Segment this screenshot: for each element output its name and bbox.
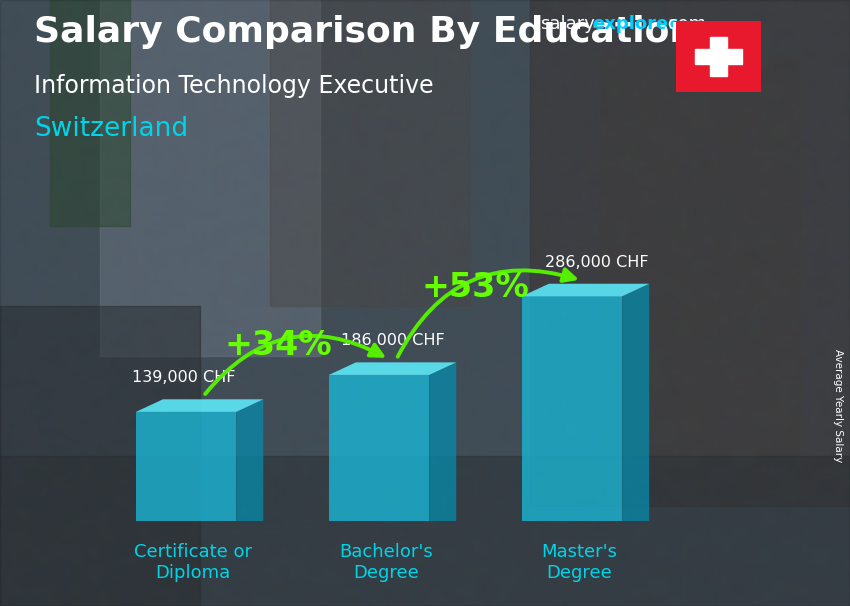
Bar [100, 0, 320, 356]
Text: +34%: +34% [225, 329, 332, 362]
Text: 286,000 CHF: 286,000 CHF [546, 255, 649, 270]
Text: Bachelor's
Degree: Bachelor's Degree [339, 543, 433, 582]
Text: Average Yearly Salary: Average Yearly Salary [833, 350, 843, 462]
Text: salary: salary [540, 15, 595, 33]
Bar [530, 0, 850, 506]
Bar [710, 37, 727, 76]
Text: explorer: explorer [592, 15, 677, 33]
Polygon shape [329, 362, 456, 375]
Bar [0, 306, 200, 606]
Polygon shape [522, 284, 649, 296]
Polygon shape [136, 412, 236, 521]
Polygon shape [622, 284, 649, 521]
Text: Master's
Degree: Master's Degree [541, 543, 617, 582]
Text: 139,000 CHF: 139,000 CHF [133, 370, 236, 385]
Bar [50, 0, 130, 226]
Polygon shape [329, 375, 429, 521]
Text: Switzerland: Switzerland [34, 116, 188, 142]
Text: 186,000 CHF: 186,000 CHF [341, 333, 445, 348]
Bar [0, 456, 850, 606]
Bar [270, 0, 470, 306]
Polygon shape [236, 399, 264, 521]
Bar [694, 49, 741, 64]
Text: Salary Comparison By Education: Salary Comparison By Education [34, 15, 695, 49]
Polygon shape [429, 362, 456, 521]
Bar [100, 0, 320, 356]
Text: Certificate or
Diploma: Certificate or Diploma [133, 543, 252, 582]
Polygon shape [136, 399, 264, 412]
Text: .com: .com [662, 15, 706, 33]
Polygon shape [522, 296, 622, 521]
Bar [600, 56, 800, 456]
Text: +53%: +53% [422, 271, 530, 304]
Text: Information Technology Executive: Information Technology Executive [34, 74, 434, 98]
